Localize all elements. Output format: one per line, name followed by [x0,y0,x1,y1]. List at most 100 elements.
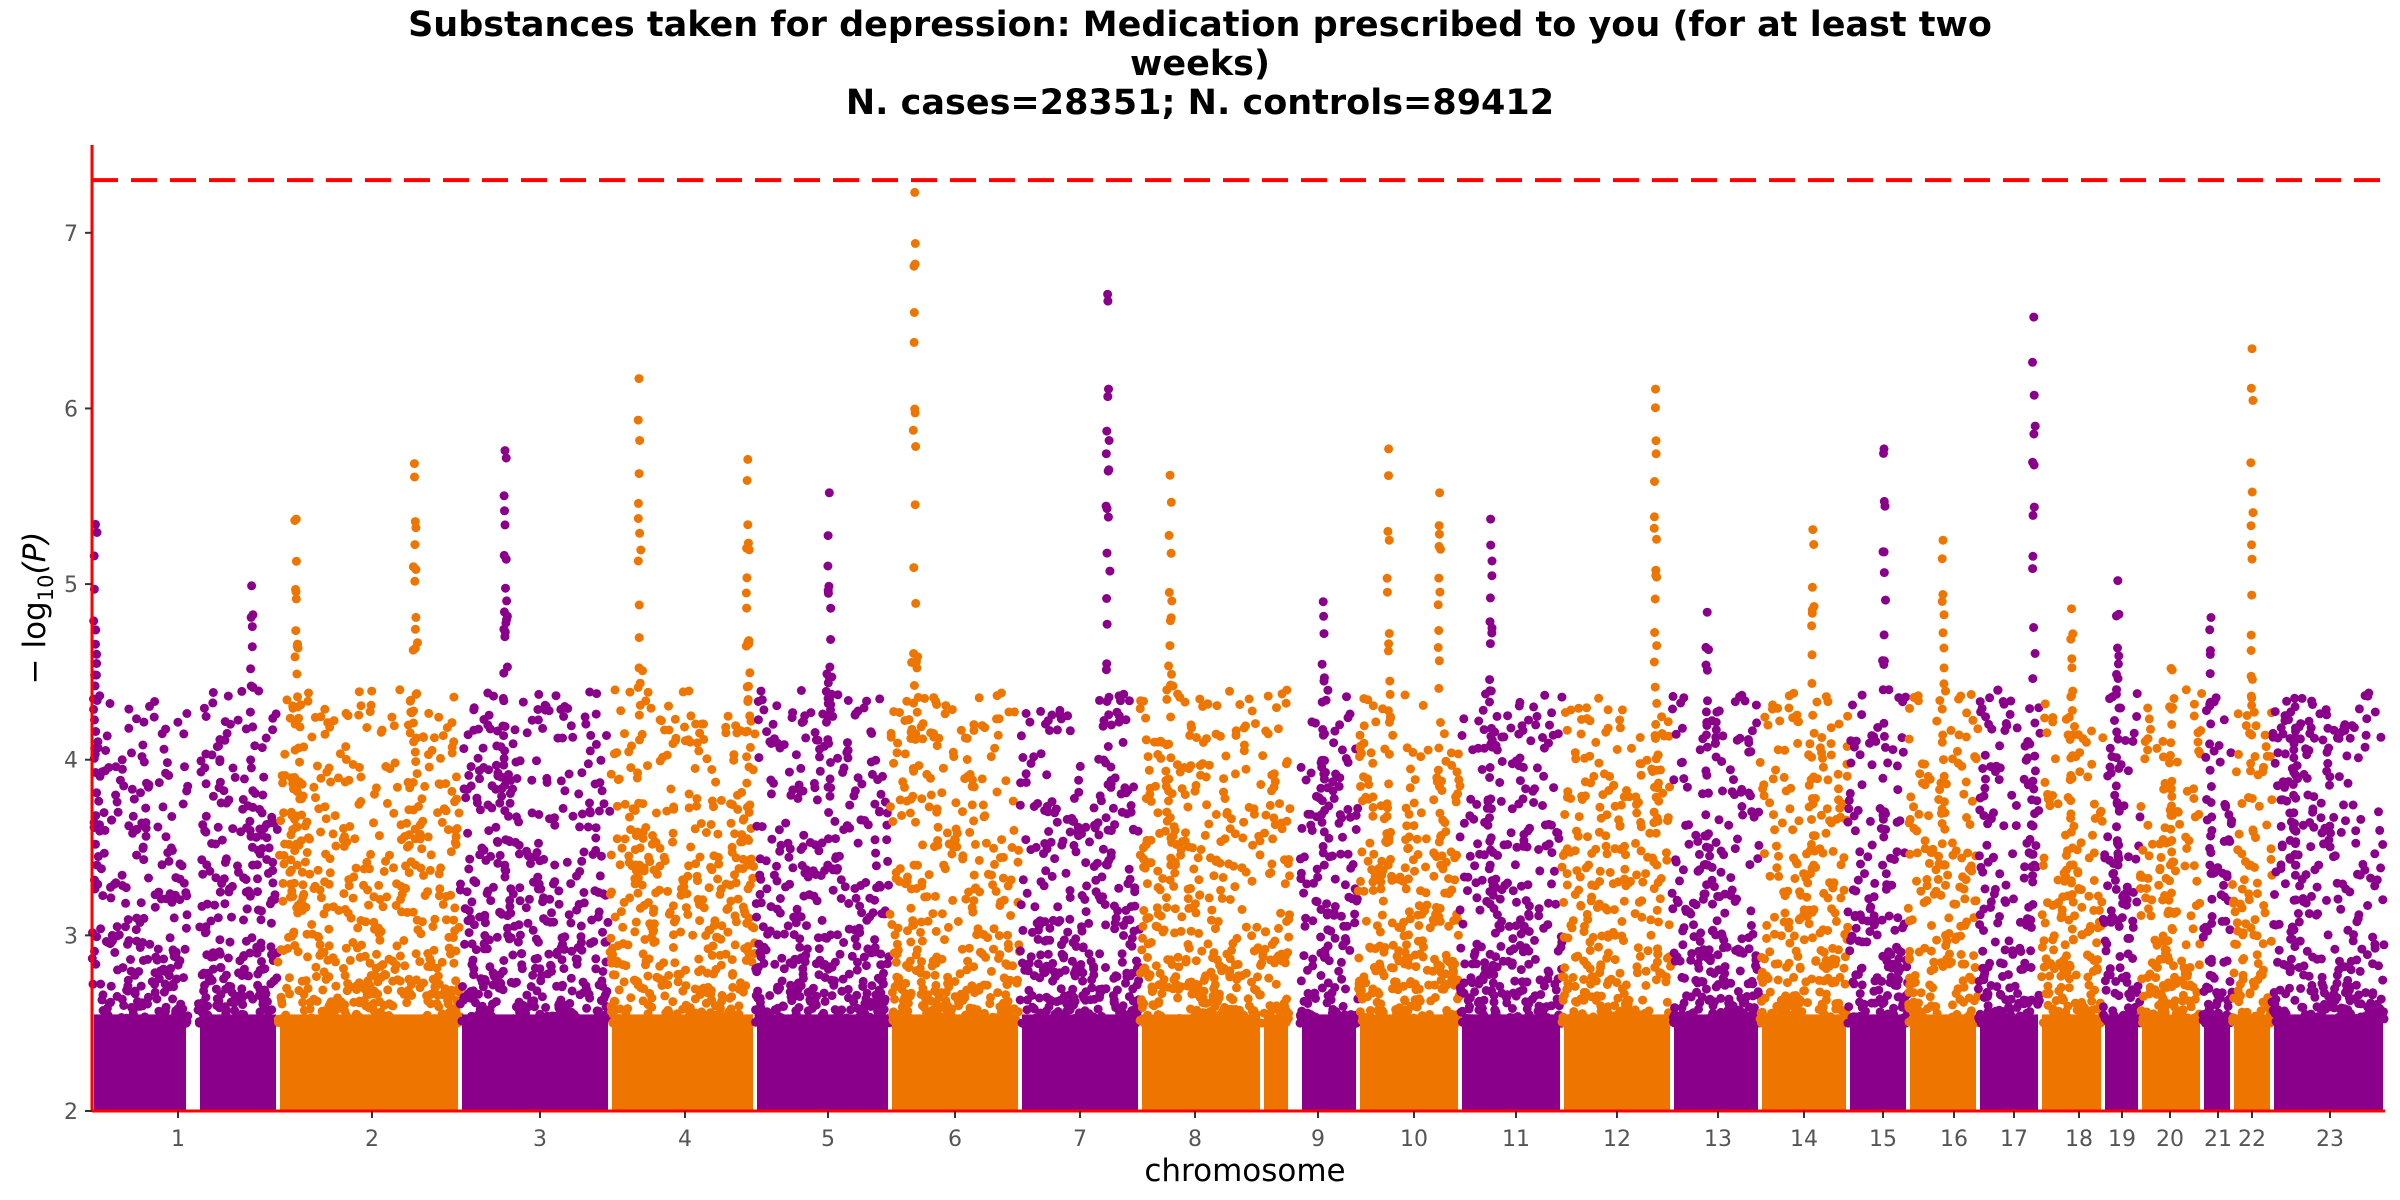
variant-point [291,776,300,785]
variant-point [1342,692,1351,702]
variant-point [1093,1004,1103,1014]
variant-point [958,807,967,817]
variant-point [950,977,960,986]
variant-point [139,855,149,865]
variant-point [1434,521,1444,531]
variant-point [466,993,476,1003]
variant-point [1529,798,1539,807]
variant-point [715,950,725,960]
variant-point [1410,775,1420,785]
variant-point [1382,587,1392,597]
variant-point [890,930,900,940]
variant-point [566,1007,576,1017]
variant-point [1475,905,1485,915]
variant-point [646,1017,656,1027]
variant-point [618,922,628,932]
variant-point [449,958,459,968]
variant-point [1562,725,1572,735]
variant-point [947,849,957,859]
variant-point [581,719,591,729]
variant-point [1548,730,1558,740]
variant-point [341,754,351,764]
variant-point [537,992,547,1002]
variant-point [238,992,248,1002]
variant-point [1117,957,1127,967]
variant-point [1167,669,1176,679]
variant-point [105,699,115,708]
variant-point [646,703,656,713]
variant-point [206,952,216,962]
variant-point [91,959,101,969]
variant-point [723,711,733,721]
variant-point [339,964,348,973]
variant-point [115,775,125,785]
chromosome-3-points [455,446,615,1111]
chromosome-9-points [1295,597,1363,1111]
variant-point [603,917,613,927]
variant-point [781,882,790,892]
variant-point [626,825,636,835]
variant-point [737,1017,747,1027]
variant-point [410,624,420,634]
variant-point [492,932,502,942]
variant-point [727,842,737,852]
variant-point [1411,1017,1421,1027]
variant-point [201,811,211,821]
variant-point [759,705,769,715]
variant-point [906,937,916,947]
variant-point [911,598,921,608]
variant-point [819,988,829,998]
variant-point [558,980,567,990]
variant-point [650,837,660,846]
variant-point [351,863,361,873]
variant-point [606,850,616,860]
variant-point [684,686,694,696]
variant-point [1170,868,1180,878]
variant-point [247,842,257,852]
variant-point [1087,983,1097,993]
variant-point [948,895,958,905]
variant-point [112,991,122,1001]
variant-point [536,884,546,894]
variant-point [348,938,358,947]
variant-point [1026,952,1036,962]
variant-point [1421,862,1430,872]
variant-point [245,948,255,958]
variant-point [988,880,998,890]
variant-point [321,814,331,824]
variant-point [983,933,993,943]
variant-point [1086,956,1096,966]
variant-point [487,803,497,813]
variant-point [107,930,117,940]
variant-point [969,896,979,906]
variant-point [530,963,540,973]
variant-point [640,935,650,944]
variant-point [424,762,434,772]
variant-point [1479,850,1489,860]
variant-point [843,738,852,748]
variant-point [1472,893,1482,903]
variant-point [468,955,478,965]
variant-point [1041,866,1051,876]
variant-point [534,810,544,819]
variant-point [1486,739,1496,749]
variant-point [941,987,951,997]
variant-point [684,861,694,871]
variant-point [1218,873,1228,882]
variant-point [506,775,516,785]
variant-point [860,999,870,1008]
variant-point [1097,872,1107,882]
variant-point [1477,1017,1487,1027]
variant-point [199,703,209,713]
variant-point [630,927,640,937]
variant-point [1090,820,1099,830]
variant-point [95,826,105,836]
variant-point [1241,968,1251,978]
variant-point [426,850,436,860]
variant-point [322,1006,332,1016]
variant-point [1330,874,1340,884]
variant-point [903,998,913,1008]
variant-point [499,731,509,741]
variant-point [92,788,102,798]
variant-point [1530,935,1539,945]
